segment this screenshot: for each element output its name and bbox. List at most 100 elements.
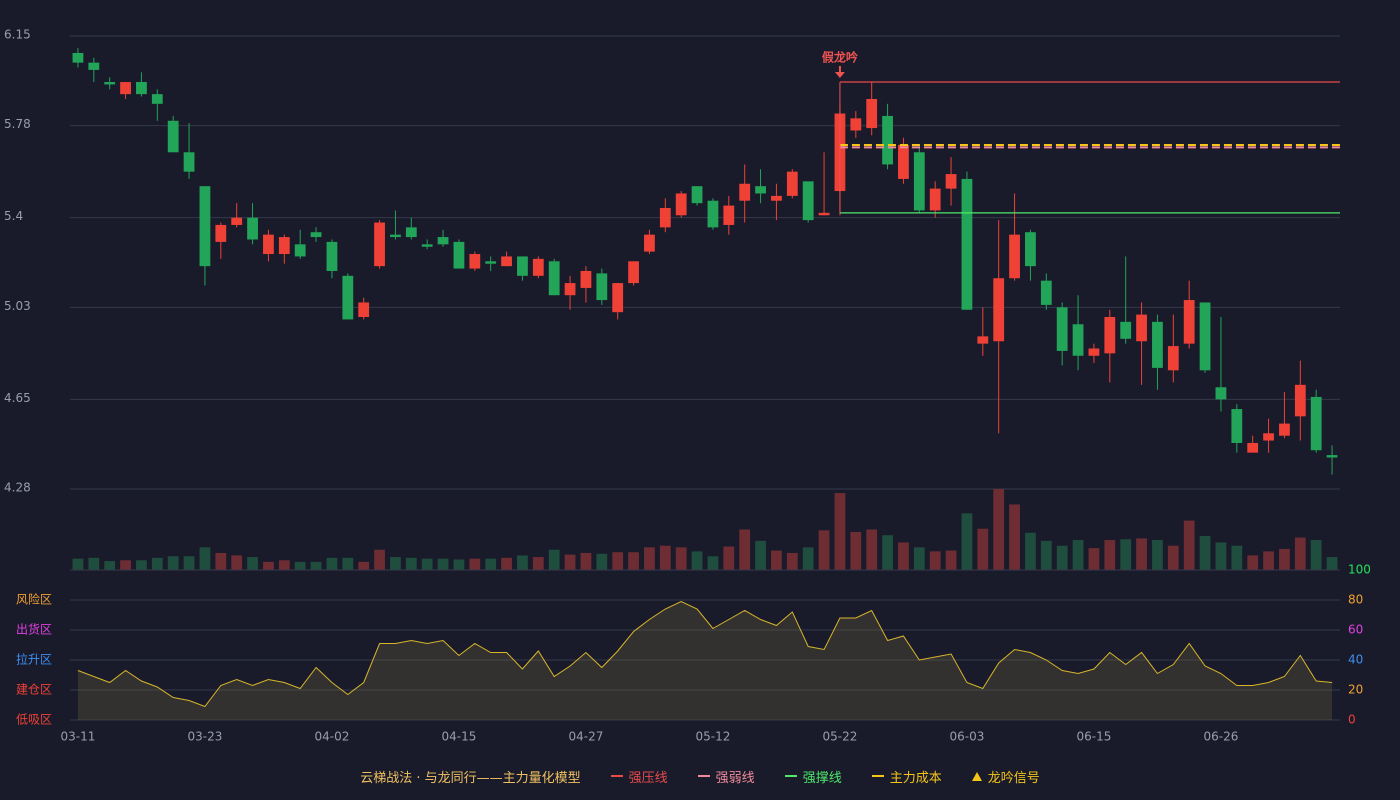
candle-body <box>247 217 258 240</box>
candle-body <box>675 193 687 216</box>
candle-body <box>1072 324 1084 356</box>
volume-bar <box>1104 540 1116 570</box>
candle-body <box>612 283 624 313</box>
volume-bar <box>802 547 814 570</box>
volume-bar <box>1183 520 1195 570</box>
legend-title: 云梯战法 · 与龙同行——主力量化模型 <box>360 770 581 786</box>
candle-body <box>929 188 941 211</box>
volume-bar <box>675 547 687 570</box>
volume-bar <box>993 489 1005 570</box>
volume-bar <box>834 493 846 570</box>
candle-body <box>898 145 909 179</box>
candle-body <box>501 256 512 267</box>
volume-bar <box>818 530 830 570</box>
candle-body <box>469 254 481 269</box>
volume-bar <box>342 557 354 570</box>
candle-body <box>310 232 322 238</box>
candle-body <box>628 261 639 284</box>
x-tick-label: 04-02 <box>315 730 350 744</box>
y-tick-label: 5.78 <box>4 117 31 131</box>
candle-body <box>786 171 798 196</box>
y-tick-label: 5.03 <box>4 299 31 313</box>
candle-body <box>1279 423 1290 436</box>
candle-body <box>644 234 655 252</box>
volume-bar <box>739 529 751 570</box>
volume-bar <box>929 551 941 570</box>
volume-bar <box>1326 557 1338 570</box>
volume-bar <box>358 561 370 570</box>
candle-body <box>390 234 401 238</box>
candle-body <box>1247 442 1259 453</box>
legend-label: 强撑线 <box>802 770 842 786</box>
volume-bar <box>120 560 131 570</box>
y-tick-label: 20 <box>1348 683 1363 697</box>
candle-body <box>1136 314 1147 342</box>
y-tick-label: 100 <box>1348 563 1371 577</box>
x-tick-label: 03-11 <box>61 730 96 744</box>
x-tick-label: 04-15 <box>442 730 477 744</box>
y-tick-label: 40 <box>1348 653 1363 667</box>
candle-body <box>437 237 449 245</box>
volume-bar <box>405 557 417 570</box>
legend-swatch <box>610 775 623 777</box>
indicator-line <box>77 600 1333 708</box>
volume-bar <box>1231 545 1243 570</box>
candle-body <box>739 183 751 201</box>
y-tick-label: 6.15 <box>4 28 31 42</box>
volume-bar <box>1279 548 1290 570</box>
volume-bar <box>263 561 274 570</box>
candle-body <box>405 227 417 238</box>
volume-bar <box>1072 540 1084 570</box>
volume-bar <box>421 558 433 570</box>
annotation: 假龙吟 <box>822 50 858 65</box>
volume-bar <box>580 552 592 570</box>
zone-label: 低吸区 <box>16 713 52 727</box>
volume-bar <box>1088 548 1100 570</box>
legend-swatch <box>971 771 982 781</box>
volume-bar <box>326 557 338 570</box>
candle-body <box>580 270 592 288</box>
y-tick-label: 80 <box>1348 593 1363 607</box>
candle-body <box>961 178 973 310</box>
legend-item: 强压线 <box>610 767 668 786</box>
legend-item: 龙吟信号 <box>971 767 1040 786</box>
volume-bar <box>1009 504 1020 570</box>
candle-body <box>421 244 433 247</box>
candle-body <box>120 82 131 95</box>
x-tick-label: 03-23 <box>188 730 223 744</box>
volume-bar <box>755 540 766 570</box>
volume-bar <box>390 557 401 570</box>
candle-body <box>818 212 830 216</box>
zone-label: 拉升区 <box>16 652 52 667</box>
zone-label: 出货区 <box>16 622 52 637</box>
legend-label: 主力成本 <box>889 770 942 786</box>
volume-bar <box>1310 540 1322 570</box>
volume-bar <box>1263 551 1274 570</box>
candle-body <box>358 302 370 318</box>
candle-body <box>691 186 703 204</box>
candle-body <box>707 200 719 228</box>
volume-bar <box>215 552 227 570</box>
candle-body <box>977 336 989 344</box>
candle-body <box>1310 396 1322 451</box>
volume-bar <box>1040 540 1052 570</box>
volume-bar <box>104 561 116 570</box>
candle-body <box>453 241 465 269</box>
candle-body <box>326 241 338 271</box>
volume-bar <box>1294 537 1306 570</box>
candle-body <box>882 115 893 165</box>
volume-bar <box>945 550 957 570</box>
volume-bar <box>1025 532 1036 570</box>
legend-item: 强弱线 <box>697 767 755 786</box>
candle-body <box>1183 300 1195 344</box>
candle-body <box>278 237 290 255</box>
legend-item: 强撑线 <box>784 767 842 786</box>
candle-body <box>993 278 1005 342</box>
volume-bar <box>882 535 893 570</box>
candle-body <box>1263 433 1274 441</box>
volume-bar <box>707 556 719 570</box>
volume-bar <box>644 547 655 570</box>
volume-bar <box>247 557 258 570</box>
volume-bar <box>199 547 211 570</box>
volume-bar <box>771 550 782 570</box>
